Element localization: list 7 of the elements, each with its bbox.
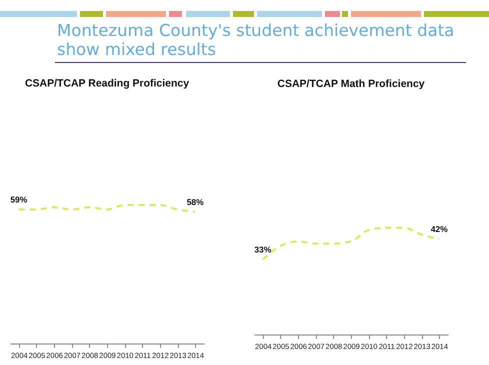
chart-title: CSAP/TCAP Reading Proficiency	[24, 78, 190, 90]
text: Montezuma County's student achievement data show mixed results	[57, 21, 456, 59]
chart-title: CSAP/TCAP Math Proficiency	[277, 78, 425, 90]
data-label: 58%	[186, 196, 204, 207]
data-label: 42%	[430, 224, 448, 234]
data-label: 33%	[254, 244, 272, 255]
data-label: 59%	[10, 194, 28, 205]
